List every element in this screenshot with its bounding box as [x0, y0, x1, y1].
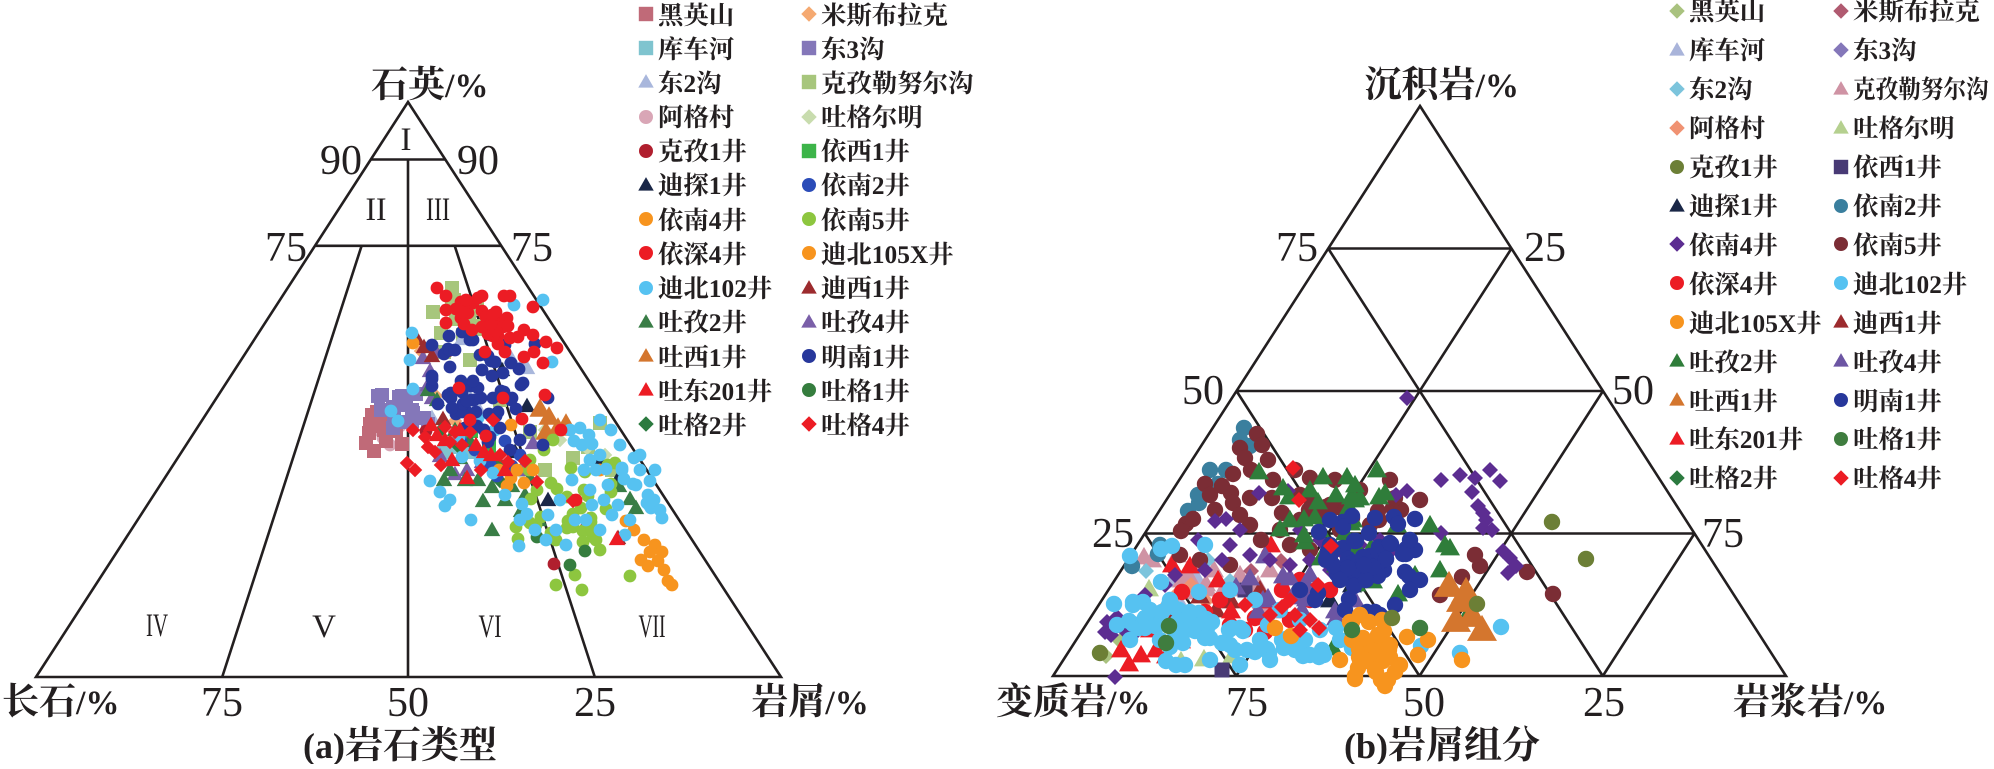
svg-text:25: 25: [574, 680, 616, 726]
svg-text:90: 90: [320, 138, 362, 184]
svg-text:75: 75: [1276, 225, 1318, 271]
svg-text:75: 75: [511, 225, 553, 271]
svg-text:III: III: [426, 192, 450, 228]
svg-text:75: 75: [265, 225, 307, 271]
svg-text:25: 25: [1524, 225, 1566, 271]
svg-text:50: 50: [1182, 368, 1224, 414]
svg-text:75: 75: [1226, 680, 1268, 726]
svg-text:75: 75: [1702, 511, 1744, 557]
svg-text:50: 50: [1612, 368, 1654, 414]
svg-text:50: 50: [387, 680, 429, 726]
svg-text:90: 90: [457, 138, 499, 184]
svg-text:25: 25: [1583, 680, 1625, 726]
svg-text:IV: IV: [146, 608, 168, 644]
svg-text:75: 75: [201, 680, 243, 726]
svg-text:I: I: [401, 122, 412, 158]
svg-text:50: 50: [1403, 680, 1445, 726]
svg-text:VI: VI: [479, 609, 502, 645]
svg-text:II: II: [366, 192, 387, 228]
svg-text:V: V: [312, 609, 336, 645]
svg-text:VII: VII: [639, 609, 666, 645]
